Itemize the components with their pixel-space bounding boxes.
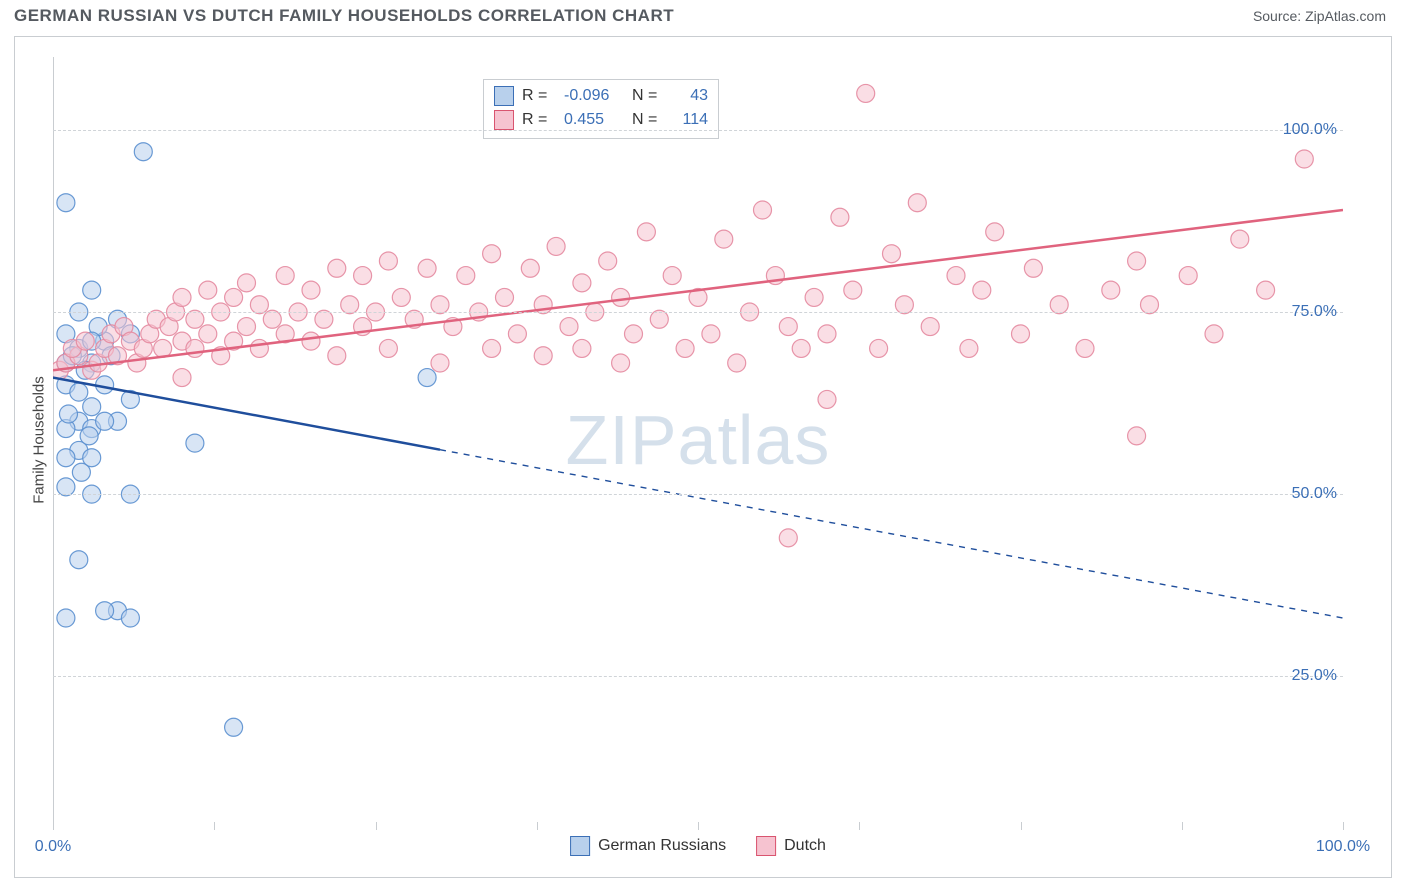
gridline: [53, 494, 1343, 495]
x-tick: [859, 822, 860, 830]
x-tick-label: 100.0%: [1316, 838, 1370, 856]
chart-frame: Family Households ZIPatlas R = -0.096 N …: [14, 36, 1392, 878]
gridline: [53, 676, 1343, 677]
stats-row-german-russians: R = -0.096 N = 43: [494, 84, 708, 108]
legend-label-1: Dutch: [784, 837, 826, 855]
x-tick: [1021, 822, 1022, 830]
r-value-0: -0.096: [564, 84, 624, 108]
gridline: [53, 130, 1343, 131]
swatch-dutch: [494, 110, 514, 130]
x-tick: [1182, 822, 1183, 830]
source-attribution: Source: ZipAtlas.com: [1253, 8, 1386, 24]
legend-item-german-russians: German Russians: [570, 836, 726, 856]
y-tick-label: 25.0%: [1292, 667, 1337, 685]
n-value-1: 114: [672, 108, 708, 132]
chart-header: GERMAN RUSSIAN VS DUTCH FAMILY HOUSEHOLD…: [0, 0, 1406, 28]
y-tick-label: 100.0%: [1283, 121, 1337, 139]
r-value-1: 0.455: [564, 108, 624, 132]
x-tick: [1343, 822, 1344, 830]
gridline: [53, 312, 1343, 313]
series-legend: German Russians Dutch: [570, 836, 826, 856]
scatter-svg: [53, 57, 1343, 822]
y-tick-label: 50.0%: [1292, 485, 1337, 503]
x-tick: [53, 822, 54, 830]
legend-item-dutch: Dutch: [756, 836, 826, 856]
y-axis-label: Family Households: [31, 376, 48, 504]
x-tick: [698, 822, 699, 830]
x-tick: [376, 822, 377, 830]
chart-title: GERMAN RUSSIAN VS DUTCH FAMILY HOUSEHOLD…: [14, 6, 674, 26]
n-value-0: 43: [672, 84, 708, 108]
stats-row-dutch: R = 0.455 N = 114: [494, 108, 708, 132]
swatch-german-russians: [494, 86, 514, 106]
y-tick-label: 75.0%: [1292, 303, 1337, 321]
legend-swatch-1: [756, 836, 776, 856]
plot-area: Family Households ZIPatlas R = -0.096 N …: [53, 57, 1343, 822]
legend-swatch-0: [570, 836, 590, 856]
x-tick: [537, 822, 538, 830]
x-tick-label: 0.0%: [35, 838, 71, 856]
x-tick: [214, 822, 215, 830]
legend-label-0: German Russians: [598, 837, 726, 855]
